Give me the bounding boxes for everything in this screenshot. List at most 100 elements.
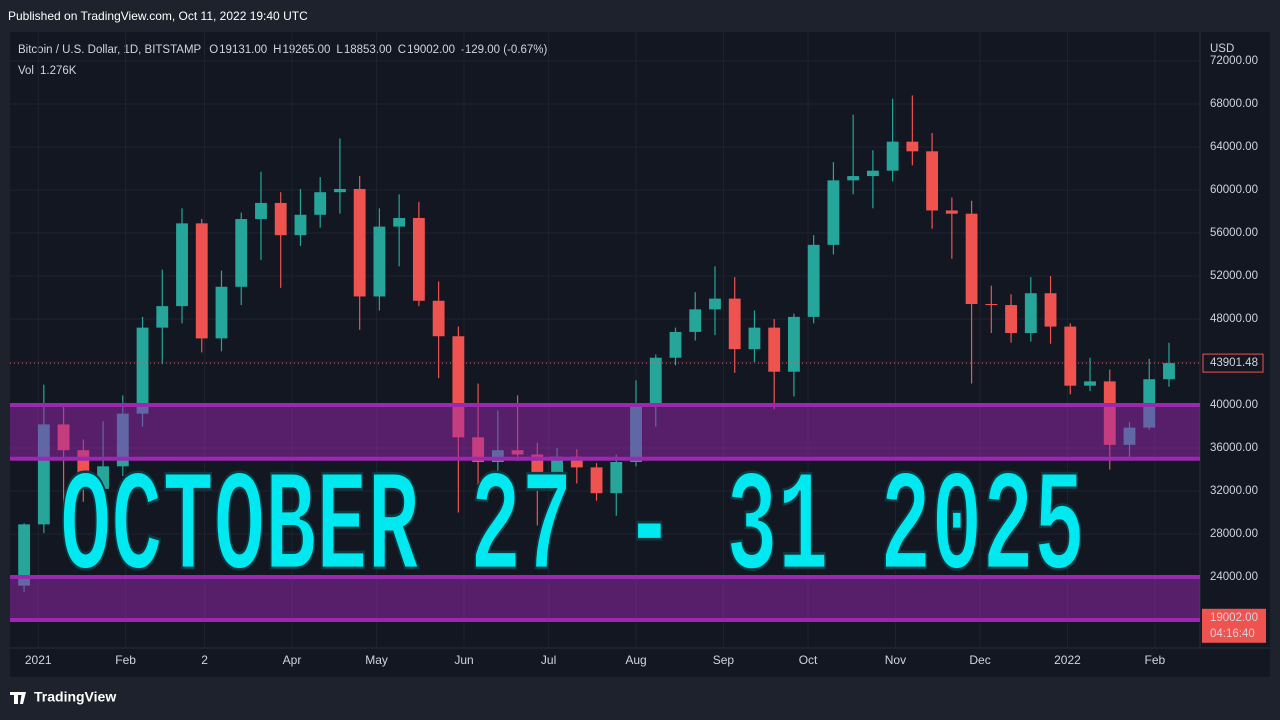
candle-body bbox=[255, 202, 267, 220]
x-tick-label: Feb bbox=[115, 653, 136, 667]
y-tick-label: 60000.00 bbox=[1210, 184, 1258, 196]
candle-body bbox=[18, 524, 31, 586]
y-tick-label: 52000.00 bbox=[1210, 270, 1258, 282]
x-tick-label: Jul bbox=[541, 653, 556, 667]
candle-body bbox=[866, 170, 879, 177]
countdown: 04:16:40 bbox=[1210, 628, 1255, 640]
y-tick-label: 36000.00 bbox=[1210, 442, 1258, 454]
legend-item: 19265.00 bbox=[282, 44, 330, 56]
zone bbox=[10, 577, 1200, 621]
candle-body bbox=[1044, 293, 1057, 327]
candle-body bbox=[551, 456, 563, 488]
overlay-title: OCTOBER 27 - 31 2025 bbox=[60, 448, 1085, 611]
candle-body bbox=[1024, 293, 1037, 334]
candle-body bbox=[709, 298, 721, 310]
candle-body bbox=[452, 336, 465, 438]
candle-body bbox=[37, 424, 50, 525]
candle-body bbox=[1084, 381, 1096, 386]
zone bbox=[10, 405, 1200, 459]
legend-item: O bbox=[209, 44, 218, 56]
x-tick-label: 2021 bbox=[25, 653, 52, 667]
currency: USD bbox=[1210, 43, 1234, 55]
last-price-tag bbox=[1202, 353, 1264, 373]
legend-item: 19002.00 bbox=[407, 44, 455, 56]
logo bbox=[10, 692, 26, 704]
legend-item: L bbox=[336, 44, 343, 56]
legend: Bitcoin / U.S. Dollar, 1D, BITSTAMP O 1913… bbox=[18, 44, 548, 77]
candle-body bbox=[176, 223, 188, 307]
last-price-label: 43901.48 bbox=[1210, 357, 1258, 369]
candle-body bbox=[294, 214, 307, 236]
x-tick-label: 2022 bbox=[1054, 653, 1081, 667]
candle-body bbox=[373, 226, 386, 297]
candle-body bbox=[314, 192, 327, 215]
candle-body bbox=[886, 141, 899, 171]
candle-body bbox=[334, 188, 346, 193]
legend-item: -129.00 (-0.67%) bbox=[461, 44, 547, 56]
candle-body bbox=[649, 357, 662, 407]
y-tick-label: 72000.00 bbox=[1210, 55, 1258, 67]
published: Published on TradingView.com, Oct 11, 20… bbox=[8, 9, 308, 23]
x-tick-label: Nov bbox=[885, 653, 906, 667]
x-tick-label: Jun bbox=[454, 653, 473, 667]
current-price-label: 19002.00 bbox=[1210, 612, 1258, 624]
y-tick-label: 56000.00 bbox=[1210, 227, 1258, 239]
candle-body bbox=[827, 180, 840, 245]
legend-item: C bbox=[398, 44, 406, 56]
candle-body bbox=[590, 467, 603, 494]
candle-body bbox=[985, 303, 998, 306]
x-tick-label: Aug bbox=[625, 653, 646, 667]
candle-body bbox=[847, 176, 860, 181]
candle-body bbox=[235, 219, 248, 287]
candle-body bbox=[1163, 363, 1175, 380]
footer-brand: TradingView bbox=[34, 689, 116, 705]
candle-body bbox=[274, 202, 287, 236]
candle-body bbox=[965, 213, 978, 304]
x-tick-label: 2 bbox=[201, 653, 208, 667]
candle-body bbox=[156, 306, 169, 328]
candle-body bbox=[77, 450, 90, 489]
candle-body bbox=[768, 327, 781, 372]
x-tick-label: Sep bbox=[713, 653, 735, 667]
x-tick-label: Apr bbox=[283, 653, 302, 667]
legend-item: 1.276K bbox=[40, 65, 77, 77]
candle-body bbox=[906, 141, 919, 152]
legend-item: Vol bbox=[18, 65, 34, 77]
y-tick-label: 28000.00 bbox=[1210, 528, 1258, 540]
current-price-tag bbox=[1202, 608, 1266, 643]
candle-body bbox=[748, 327, 761, 350]
x-tick-label: Dec bbox=[969, 653, 990, 667]
legend-item: Bitcoin / U.S. Dollar, 1D, BITSTAMP bbox=[18, 44, 202, 56]
legend-item: 19131.00 bbox=[219, 44, 267, 56]
y-tick-label: 24000.00 bbox=[1210, 571, 1258, 583]
candle-body bbox=[788, 316, 800, 372]
candle-body bbox=[393, 217, 406, 227]
legend-item: H bbox=[273, 44, 281, 56]
candle-body bbox=[945, 210, 958, 214]
candle-body bbox=[669, 331, 682, 358]
y-tick-label: 32000.00 bbox=[1210, 485, 1258, 497]
candle-body bbox=[353, 188, 366, 297]
chart-pane bbox=[10, 32, 1270, 677]
x-tick-label: Oct bbox=[799, 653, 818, 667]
y-tick-label: 40000.00 bbox=[1210, 399, 1258, 411]
candle-body bbox=[570, 456, 583, 468]
candle-body bbox=[97, 466, 109, 489]
candle-body bbox=[807, 244, 820, 317]
candle-body bbox=[926, 151, 939, 211]
y-tick-label: 48000.00 bbox=[1210, 313, 1258, 325]
x-tick-label: May bbox=[365, 653, 388, 667]
candle-body bbox=[412, 217, 425, 301]
candle-body bbox=[215, 286, 228, 339]
y-tick-label: 68000.00 bbox=[1210, 98, 1258, 110]
candle-body bbox=[1005, 305, 1017, 334]
candle-body bbox=[689, 309, 702, 332]
x-tick-label: Feb bbox=[1145, 653, 1166, 667]
candle-body bbox=[432, 300, 445, 337]
legend-item: 18853.00 bbox=[344, 44, 392, 56]
candle-body bbox=[1064, 326, 1077, 386]
candle-body bbox=[531, 454, 544, 488]
candle-body bbox=[195, 223, 208, 339]
candle-body bbox=[136, 327, 149, 414]
